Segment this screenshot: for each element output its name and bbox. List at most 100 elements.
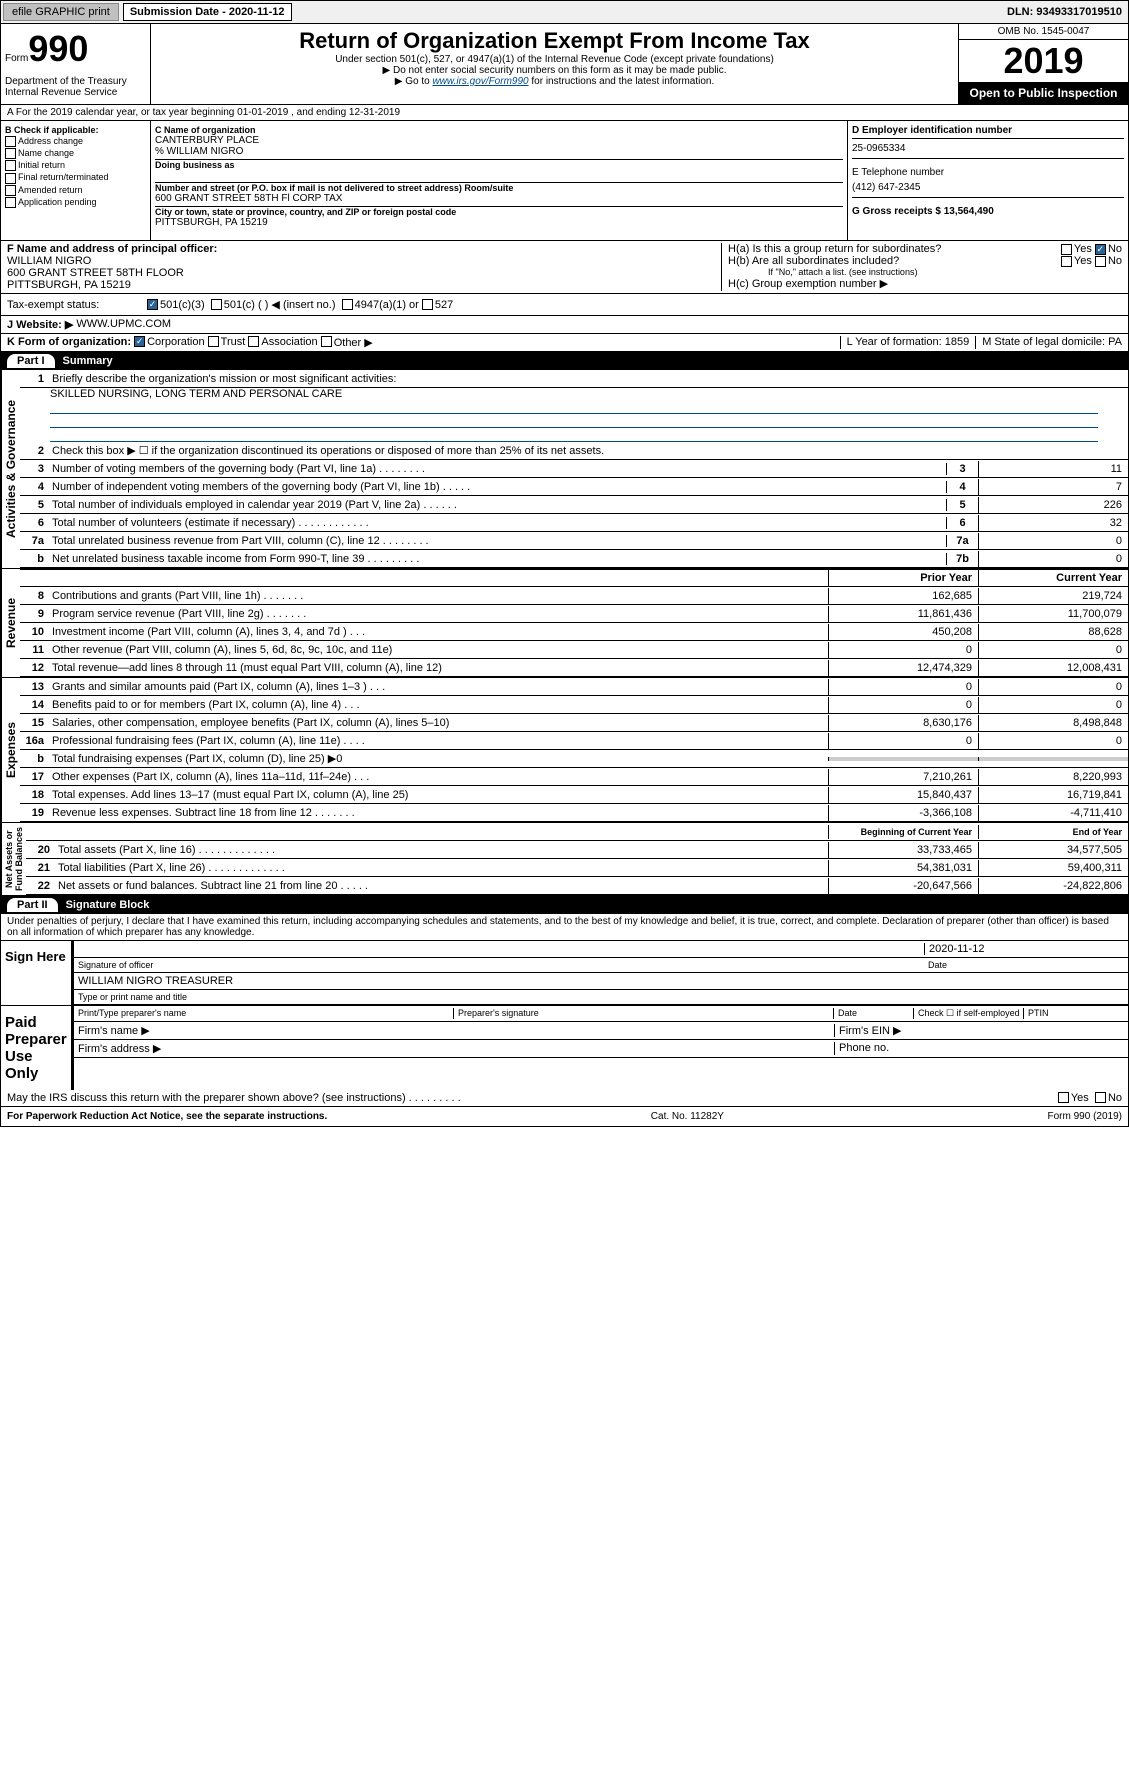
expense-line-14: 14Benefits paid to or for members (Part …: [20, 696, 1128, 714]
dept-label: Department of the Treasury Internal Reve…: [5, 76, 146, 98]
governance-section: Activities & Governance 1Briefly describ…: [1, 370, 1128, 569]
expense-line-19: 19Revenue less expenses. Subtract line 1…: [20, 804, 1128, 822]
prep-h1: Print/Type preparer's name: [78, 1008, 454, 1019]
officer-addr2: PITTSBURGH, PA 15219: [7, 279, 721, 291]
revenue-line-11: 11Other revenue (Part VIII, column (A), …: [20, 641, 1128, 659]
dln-label: DLN: 93493317019510: [1001, 4, 1128, 20]
l-year: L Year of formation: 1859: [840, 336, 970, 349]
chk-assoc[interactable]: [248, 336, 259, 347]
bcd-row: B Check if applicable: Address change Na…: [1, 121, 1128, 241]
sign-here-section: Sign Here 2020-11-12 Signature of office…: [1, 941, 1128, 1005]
section-c: C Name of organization CANTERBURY PLACE …: [151, 121, 848, 240]
subtitle-2: ▶ Do not enter social security numbers o…: [155, 65, 954, 76]
summary-line-b: bNet unrelated business taxable income f…: [20, 550, 1128, 568]
section-h: H(a) Is this a group return for subordin…: [722, 243, 1122, 291]
preparer-section: Paid Preparer Use Only Print/Type prepar…: [1, 1005, 1128, 1090]
revenue-line-8: 8Contributions and grants (Part VIII, li…: [20, 587, 1128, 605]
expense-line-b: bTotal fundraising expenses (Part IX, co…: [20, 750, 1128, 768]
chk-pending[interactable]: Application pending: [5, 197, 146, 208]
footer: For Paperwork Reduction Act Notice, see …: [1, 1107, 1128, 1126]
footer-mid: Cat. No. 11282Y: [651, 1111, 724, 1122]
printed-name-label: Type or print name and title: [78, 992, 187, 1002]
vtab-netassets: Net Assets orFund Balances: [1, 823, 26, 895]
summary-line-5: 5Total number of individuals employed in…: [20, 496, 1128, 514]
irs-link[interactable]: www.irs.gov/Form990: [432, 76, 528, 87]
form-word: Form: [5, 53, 28, 64]
form-title: Return of Organization Exempt From Incom…: [155, 28, 954, 54]
chk-trust[interactable]: [208, 336, 219, 347]
k-label: K Form of organization:: [7, 336, 131, 349]
netasset-line-22: 22Net assets or fund balances. Subtract …: [26, 877, 1128, 895]
part2-header: Part II Signature Block: [1, 896, 1128, 914]
chk-discuss-yes[interactable]: [1058, 1092, 1069, 1103]
preparer-label: Paid Preparer Use Only: [1, 1006, 71, 1090]
section-a: A For the 2019 calendar year, or tax yea…: [1, 105, 1128, 121]
form-number: 990: [28, 28, 88, 69]
c-name-label: C Name of organization: [155, 125, 843, 135]
fh-row: F Name and address of principal officer:…: [1, 241, 1128, 294]
mission-text: SKILLED NURSING, LONG TERM AND PERSONAL …: [50, 388, 1098, 400]
hdr-begin: Beginning of Current Year: [828, 825, 978, 839]
city-state-zip: PITTSBURGH, PA 15219: [155, 217, 843, 228]
chk-4947[interactable]: [342, 299, 353, 310]
l2-desc: Check this box ▶ ☐ if the organization d…: [48, 442, 1128, 459]
efile-button[interactable]: efile GRAPHIC print: [3, 3, 119, 21]
sig-officer-label: Signature of officer: [78, 960, 924, 970]
chk-other[interactable]: [321, 336, 332, 347]
revenue-line-9: 9Program service revenue (Part VIII, lin…: [20, 605, 1128, 623]
prep-h3: Date: [834, 1008, 914, 1019]
city-label: City or town, state or province, country…: [155, 206, 843, 217]
hb-note: If "No," attach a list. (see instruction…: [728, 267, 1122, 277]
chk-discuss-no[interactable]: [1095, 1092, 1106, 1103]
ha-label: H(a) Is this a group return for subordin…: [728, 243, 1122, 255]
ein-value: 25-0965334: [852, 139, 1124, 159]
part1-tab: Part I: [7, 354, 55, 368]
part2-title: Signature Block: [66, 899, 150, 911]
chk-name[interactable]: Name change: [5, 148, 146, 159]
prep-h2: Preparer's signature: [454, 1008, 834, 1019]
chk-501c[interactable]: [211, 299, 222, 310]
sig-date-label: Date: [924, 960, 1124, 970]
section-f: F Name and address of principal officer:…: [7, 243, 722, 291]
tax-year: 2019: [959, 40, 1128, 82]
summary-line-3: 3Number of voting members of the governi…: [20, 460, 1128, 478]
chk-501c3[interactable]: [147, 299, 158, 310]
expense-line-16a: 16aProfessional fundraising fees (Part I…: [20, 732, 1128, 750]
netassets-section: Net Assets orFund Balances Beginning of …: [1, 823, 1128, 896]
l1-desc: Briefly describe the organization's miss…: [48, 371, 1128, 387]
phone-label: E Telephone number: [852, 159, 1124, 178]
phone-value: (412) 647-2345: [852, 178, 1124, 198]
firm-ein-label: Firm's EIN ▶: [834, 1024, 1124, 1037]
footer-left: For Paperwork Reduction Act Notice, see …: [7, 1111, 327, 1122]
chk-527[interactable]: [422, 299, 433, 310]
chk-final[interactable]: Final return/terminated: [5, 172, 146, 183]
title-box: Return of Organization Exempt From Incom…: [151, 24, 958, 104]
tax-status-row: Tax-exempt status: 501(c)(3) 501(c) ( ) …: [1, 294, 1128, 316]
footer-right: Form 990 (2019): [1048, 1111, 1122, 1122]
chk-initial[interactable]: Initial return: [5, 160, 146, 171]
gross-receipts: G Gross receipts $ 13,564,490: [852, 198, 1124, 217]
summary-line-4: 4Number of independent voting members of…: [20, 478, 1128, 496]
chk-corp[interactable]: [134, 336, 145, 347]
header-row: Form990 Department of the Treasury Inter…: [1, 24, 1128, 105]
revenue-line-10: 10Investment income (Part VIII, column (…: [20, 623, 1128, 641]
netasset-line-20: 20Total assets (Part X, line 16) . . . .…: [26, 841, 1128, 859]
part1-header: Part I Summary: [1, 352, 1128, 370]
part2-tab: Part II: [7, 898, 58, 912]
form-number-box: Form990 Department of the Treasury Inter…: [1, 24, 151, 104]
street-address: 600 GRANT STREET 58TH Fl CORP TAX: [155, 193, 843, 204]
chk-amended[interactable]: Amended return: [5, 185, 146, 196]
firm-name-label: Firm's name ▶: [78, 1024, 834, 1037]
chk-address[interactable]: Address change: [5, 136, 146, 147]
hdr-prior: Prior Year: [828, 570, 978, 586]
sign-here-label: Sign Here: [1, 941, 71, 1005]
section-d: D Employer identification number 25-0965…: [848, 121, 1128, 240]
firm-phone-label: Phone no.: [834, 1042, 1124, 1055]
omb-label: OMB No. 1545-0047: [959, 24, 1128, 40]
ein-label: D Employer identification number: [852, 125, 1124, 139]
summary-line-6: 6Total number of volunteers (estimate if…: [20, 514, 1128, 532]
firm-addr-label: Firm's address ▶: [78, 1042, 834, 1055]
form-container: efile GRAPHIC print Submission Date - 20…: [0, 0, 1129, 1127]
year-box: OMB No. 1545-0047 2019 Open to Public In…: [958, 24, 1128, 104]
topbar: efile GRAPHIC print Submission Date - 20…: [1, 1, 1128, 24]
